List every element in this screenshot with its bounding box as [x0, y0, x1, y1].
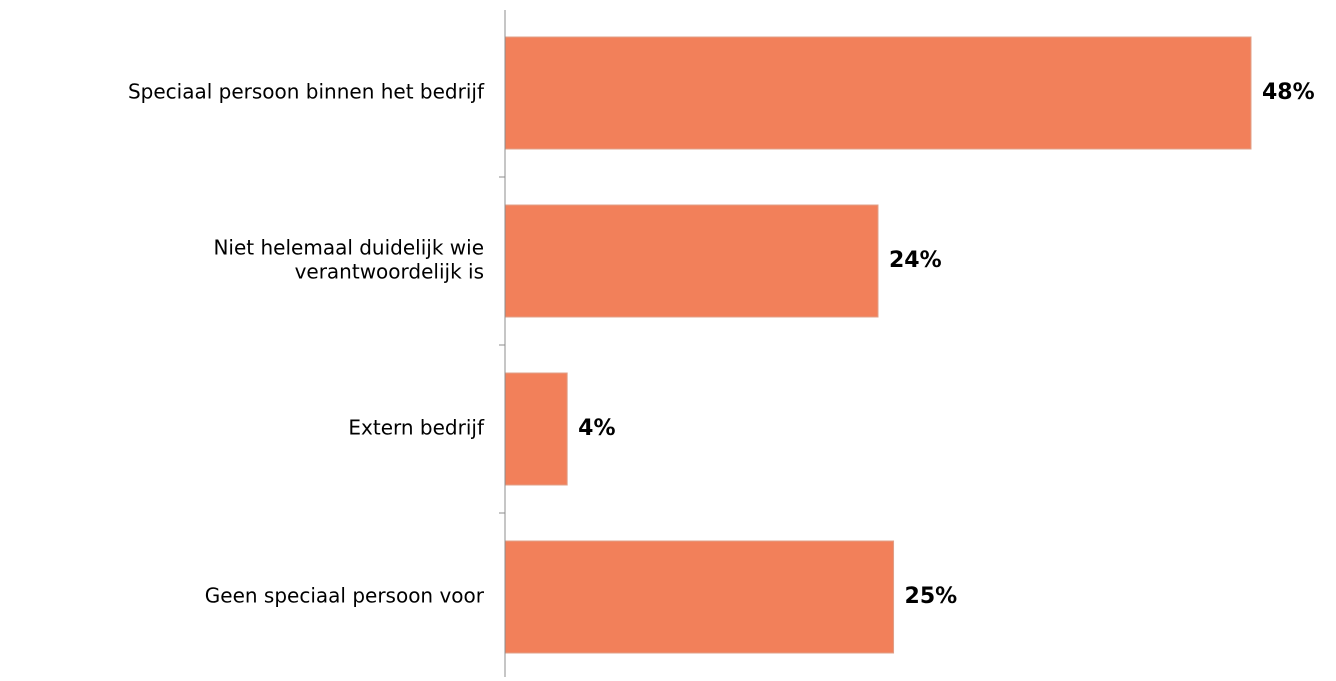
category-label: Speciaal persoon binnen het bedrijf: [128, 80, 485, 104]
category-label-line: Extern bedrijf: [348, 416, 485, 440]
data-label: 25%: [905, 584, 958, 609]
category-label-line: Speciaal persoon binnen het bedrijf: [128, 80, 485, 104]
bar: [504, 372, 568, 486]
bar: [504, 540, 895, 654]
category-label: Extern bedrijf: [348, 416, 485, 440]
data-label: 4%: [578, 416, 615, 441]
bar: [504, 204, 879, 318]
category-label-line: verantwoordelijk is: [295, 260, 484, 284]
bar: [504, 36, 1252, 150]
data-label: 48%: [1262, 80, 1315, 105]
data-label: 24%: [889, 248, 942, 273]
category-label: Niet helemaal duidelijk wie verantwoordel…: [213, 236, 484, 284]
category-label-line: Geen speciaal persoon voor: [205, 584, 485, 608]
category-label-line: Niet helemaal duidelijk wie: [213, 236, 484, 260]
category-label: Geen speciaal persoon voor: [205, 584, 485, 608]
